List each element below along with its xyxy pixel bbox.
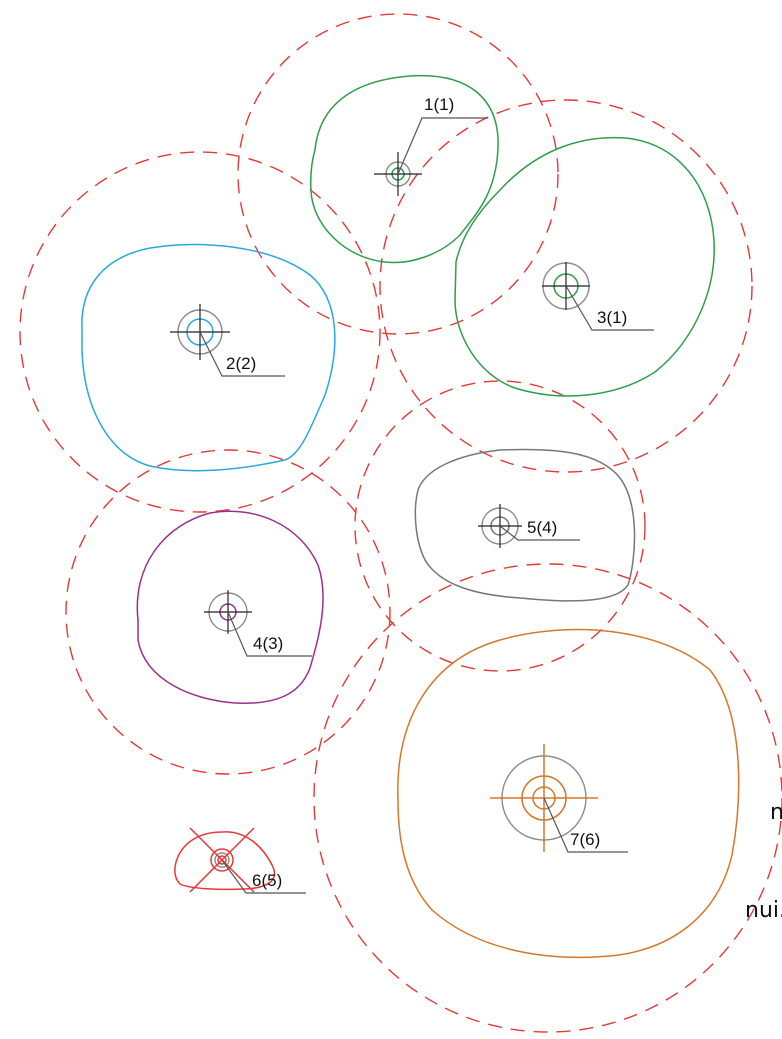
leader-7 xyxy=(543,797,628,853)
outline-7 xyxy=(397,628,740,959)
label-7: 7(6) xyxy=(570,830,600,849)
edge-text-fragment-1: n xyxy=(770,800,782,825)
label-5: 5(4) xyxy=(527,518,557,537)
label-6: 6(5) xyxy=(252,871,282,890)
leader-6 xyxy=(221,859,306,894)
outlines xyxy=(81,74,740,959)
label-4: 4(3) xyxy=(253,634,283,653)
labels: 1(1) 2(2) 3(1) 4(3) 5(4) 6(5) 7(6) xyxy=(226,95,627,890)
outline-4 xyxy=(136,510,324,704)
zone-4 xyxy=(65,449,391,775)
outline-5 xyxy=(414,448,636,602)
zone-2 xyxy=(19,151,381,513)
label-3: 3(1) xyxy=(597,308,627,327)
dashed-zones xyxy=(19,13,782,1033)
outline-3 xyxy=(454,136,715,397)
label-2: 2(2) xyxy=(226,354,256,373)
leader-2 xyxy=(199,331,285,377)
outline-2 xyxy=(81,243,336,472)
leader-5 xyxy=(499,525,580,541)
zone-3 xyxy=(379,99,753,473)
outline-1 xyxy=(310,74,499,264)
outline-6 xyxy=(174,831,276,891)
leader-1 xyxy=(397,117,488,175)
leaders xyxy=(199,117,654,894)
edge-text-fragment-2: nui. xyxy=(745,898,782,923)
leader-3 xyxy=(565,285,654,331)
label-1: 1(1) xyxy=(424,95,454,114)
zone-5 xyxy=(354,380,646,672)
zone-1 xyxy=(237,13,559,335)
leader-4 xyxy=(227,611,312,657)
